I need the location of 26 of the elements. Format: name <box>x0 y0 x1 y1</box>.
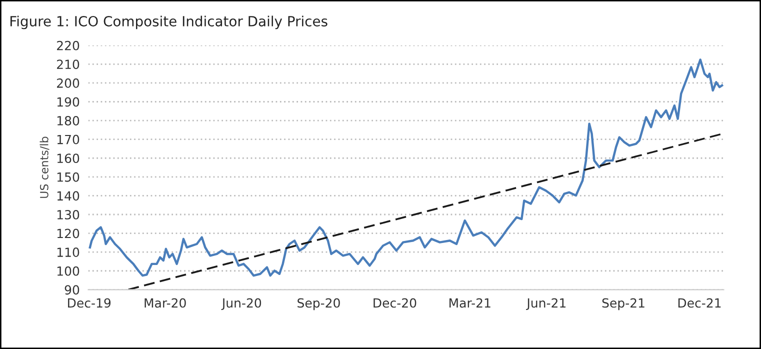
line-series <box>88 58 724 277</box>
y-axis-title: US cents/lb <box>40 136 50 198</box>
x-tick-label: Mar-20 <box>144 298 186 308</box>
x-tick-label: Jun-20 <box>221 298 262 310</box>
y-tick-label: 180 <box>57 116 80 126</box>
x-tick-label: Jun-21 <box>526 298 566 310</box>
y-tick-label: 150 <box>57 172 80 182</box>
y-tick-label: 170 <box>57 134 80 144</box>
chart-title: Figure 1: ICO Composite Indicator Daily Prices <box>10 16 328 30</box>
y-tick-label: 120 <box>57 228 80 238</box>
y-tick-label: 100 <box>57 266 80 276</box>
x-tick-label: Dec-19 <box>68 298 111 308</box>
x-tick-label: Dec-20 <box>374 298 416 308</box>
x-tick-label: Sep-20 <box>298 298 340 310</box>
y-tick-label: 110 <box>57 248 80 258</box>
x-tick-label: Mar-21 <box>449 298 490 308</box>
y-tick-label: 160 <box>57 154 80 164</box>
y-tick-label: 220 <box>57 40 80 50</box>
y-tick-label: 140 <box>57 191 80 201</box>
y-tick-label: 130 <box>57 210 80 220</box>
x-tick-label: Dec-21 <box>678 298 721 308</box>
y-tick-label: 200 <box>57 78 80 88</box>
y-tick-label: 190 <box>57 97 80 107</box>
x-tick-label: Sep-21 <box>602 298 644 310</box>
y-tick-label: 210 <box>57 60 80 70</box>
y-tick-label: 90 <box>64 285 80 295</box>
